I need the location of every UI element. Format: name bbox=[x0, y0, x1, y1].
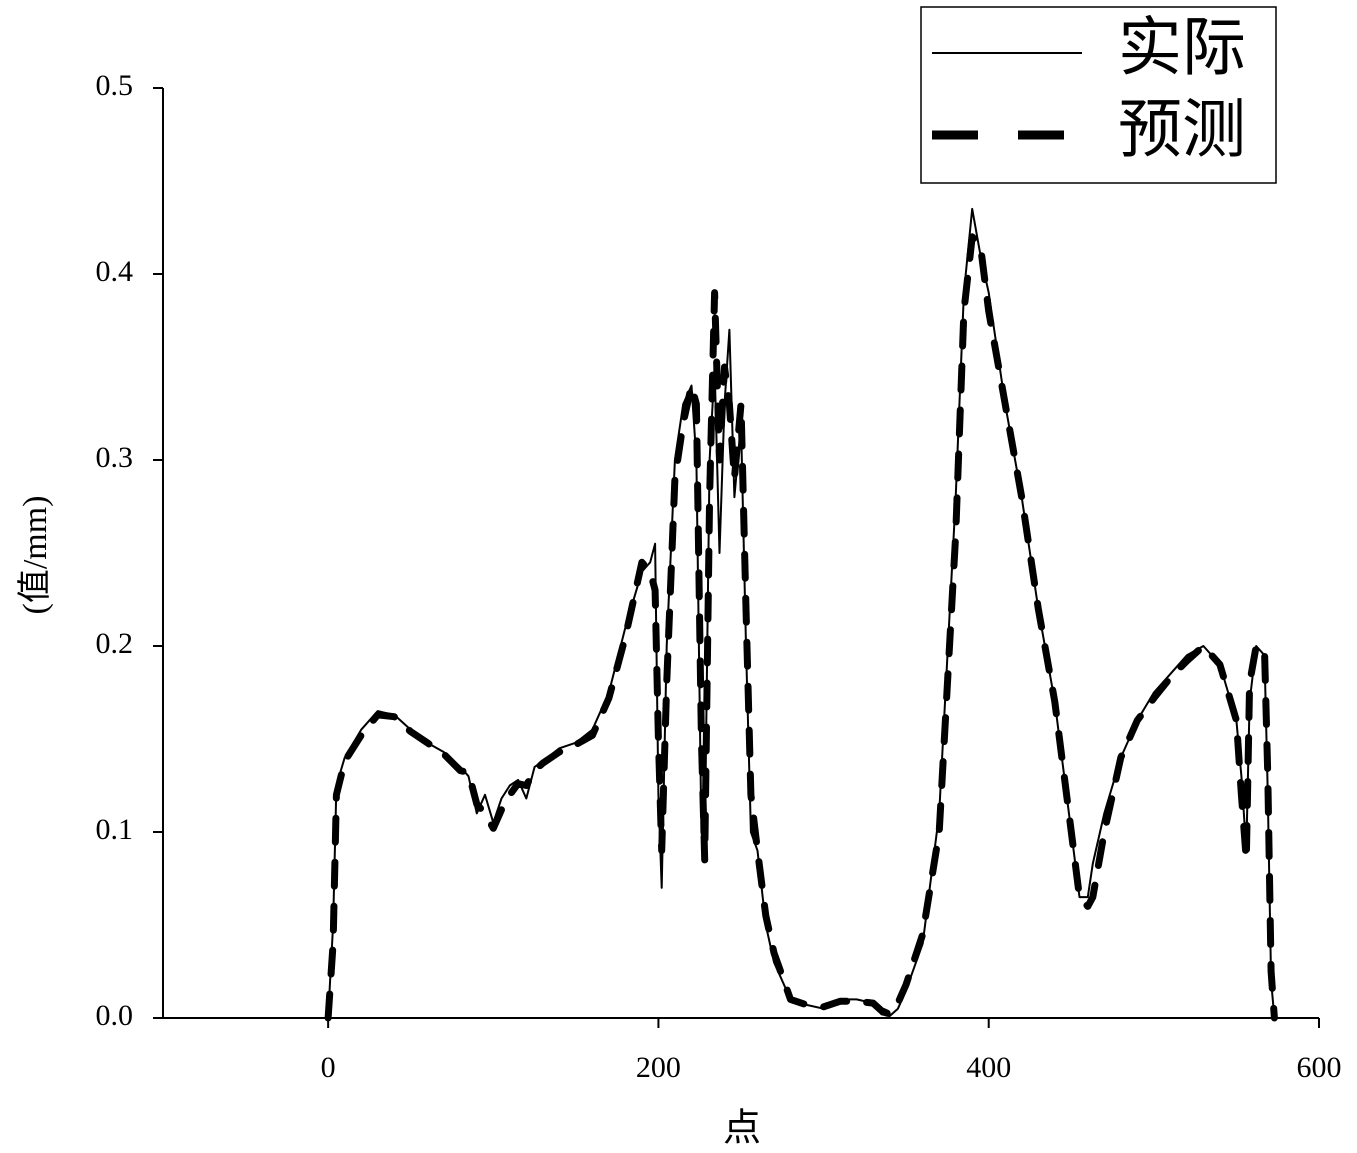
y-tick-label: 0.1 bbox=[96, 813, 134, 846]
x-axis-label: 点 bbox=[723, 1108, 761, 1150]
x-tick-label: 600 bbox=[1297, 1051, 1342, 1084]
y-tick-label: 0.5 bbox=[96, 69, 134, 102]
y-tick-label: 0.4 bbox=[96, 255, 134, 288]
legend-box bbox=[920, 6, 1277, 184]
series-line bbox=[324, 233, 1278, 1022]
series-line bbox=[327, 207, 1276, 1019]
y-tick-label: 0.2 bbox=[96, 627, 134, 660]
x-tick-label: 400 bbox=[966, 1051, 1011, 1084]
x-tick-label: 0 bbox=[321, 1051, 336, 1084]
y-tick-label: 0.3 bbox=[96, 441, 134, 474]
legend-label: 实际 bbox=[1118, 13, 1246, 84]
y-axis-label: (值/mm) bbox=[16, 496, 54, 615]
y-tick-label: 0.0 bbox=[96, 999, 134, 1032]
legend-label: 预测 bbox=[1118, 95, 1246, 166]
x-tick-label: 200 bbox=[636, 1051, 681, 1084]
